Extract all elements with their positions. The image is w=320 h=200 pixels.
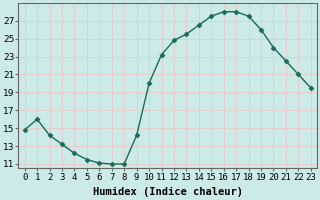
X-axis label: Humidex (Indice chaleur): Humidex (Indice chaleur) bbox=[93, 187, 243, 197]
